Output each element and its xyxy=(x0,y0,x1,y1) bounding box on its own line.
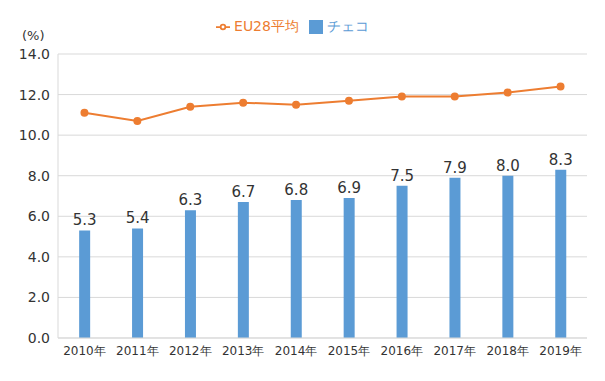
svg-text:2013年: 2013年 xyxy=(222,344,265,358)
svg-text:2014年: 2014年 xyxy=(275,344,318,358)
svg-text:2019年: 2019年 xyxy=(539,344,582,358)
svg-text:7.5: 7.5 xyxy=(390,167,414,185)
svg-text:2018年: 2018年 xyxy=(486,344,529,358)
svg-text:14.0: 14.0 xyxy=(19,46,50,62)
html-text:EU28平均: EU28平均 xyxy=(234,18,299,34)
svg-text:12.0: 12.0 xyxy=(19,87,50,103)
svg-text:6.0: 6.0 xyxy=(28,208,50,224)
svg-text:8.0: 8.0 xyxy=(28,168,50,184)
svg-text:2015年: 2015年 xyxy=(328,344,371,358)
svg-text:6.9: 6.9 xyxy=(337,179,361,197)
svg-text:2.0: 2.0 xyxy=(28,289,50,305)
svg-text:8.3: 8.3 xyxy=(549,151,573,169)
html-text:チェコ: チェコ xyxy=(327,18,369,34)
svg-text:2010年: 2010年 xyxy=(63,344,106,358)
svg-text:10.0: 10.0 xyxy=(19,127,50,143)
svg-text:8.0: 8.0 xyxy=(496,157,520,175)
svg-text:2016年: 2016年 xyxy=(381,344,424,358)
svg-text:6.3: 6.3 xyxy=(179,191,203,209)
svg-text:4.0: 4.0 xyxy=(28,249,50,265)
svg-text:2011年: 2011年 xyxy=(116,344,159,358)
svg-text:2012年: 2012年 xyxy=(169,344,212,358)
svg-text:5.4: 5.4 xyxy=(126,209,150,227)
svg-text:6.8: 6.8 xyxy=(284,181,308,199)
svg-text:7.9: 7.9 xyxy=(443,159,467,177)
svg-text:6.7: 6.7 xyxy=(231,183,255,201)
svg-text:5.3: 5.3 xyxy=(73,211,97,229)
svg-text:2017年: 2017年 xyxy=(433,344,476,358)
svg-text:0.0: 0.0 xyxy=(28,330,50,346)
